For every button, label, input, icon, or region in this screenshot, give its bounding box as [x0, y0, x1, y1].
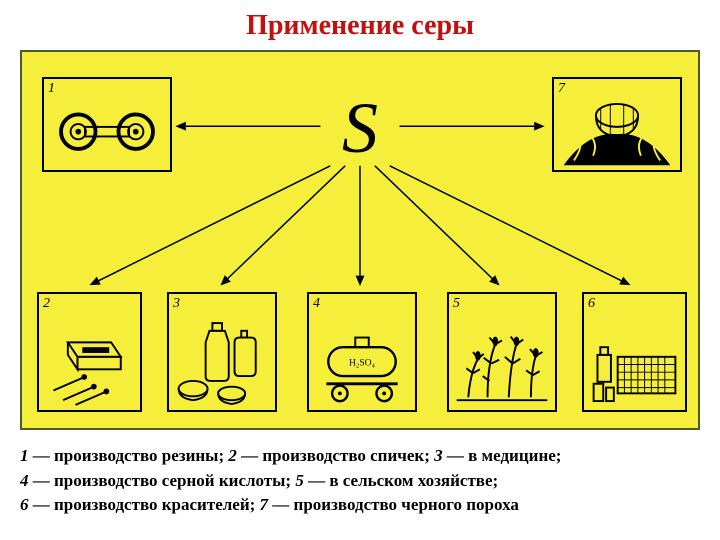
- cell-1-rubber: 1: [42, 77, 172, 172]
- page-title: Применение серы: [20, 10, 700, 42]
- diagram-frame: S 1 7: [20, 50, 700, 430]
- caption-line-2: 4 — производство серной кислоты; 5 — в с…: [20, 469, 700, 494]
- dyes-icon: [584, 294, 685, 410]
- rubber-wheels-icon: [44, 79, 170, 170]
- caption-line-1: 1 — производство резины; 2 — производств…: [20, 444, 700, 469]
- medicine-icon: [169, 294, 275, 410]
- cell-5-agriculture: 5: [447, 292, 557, 412]
- gunpowder-barrel-icon: [554, 79, 680, 170]
- cell-3-medicine: 3: [167, 292, 277, 412]
- cell-7-gunpowder: 7: [552, 77, 682, 172]
- caption-block: 1 — производство резины; 2 — производств…: [20, 444, 700, 518]
- cell-4-acid: 4 H₂SO₄: [307, 292, 417, 412]
- caption-line-3: 6 — производство красителей; 7 — произво…: [20, 493, 700, 518]
- acid-tank-icon: H₂SO₄: [309, 294, 415, 410]
- tank-formula: H₂SO₄: [349, 357, 376, 368]
- cell-2-matches: 2: [37, 292, 142, 412]
- cell-6-dyes: 6: [582, 292, 687, 412]
- center-symbol: S: [342, 92, 378, 164]
- agriculture-icon: [449, 294, 555, 410]
- matches-icon: [39, 294, 140, 410]
